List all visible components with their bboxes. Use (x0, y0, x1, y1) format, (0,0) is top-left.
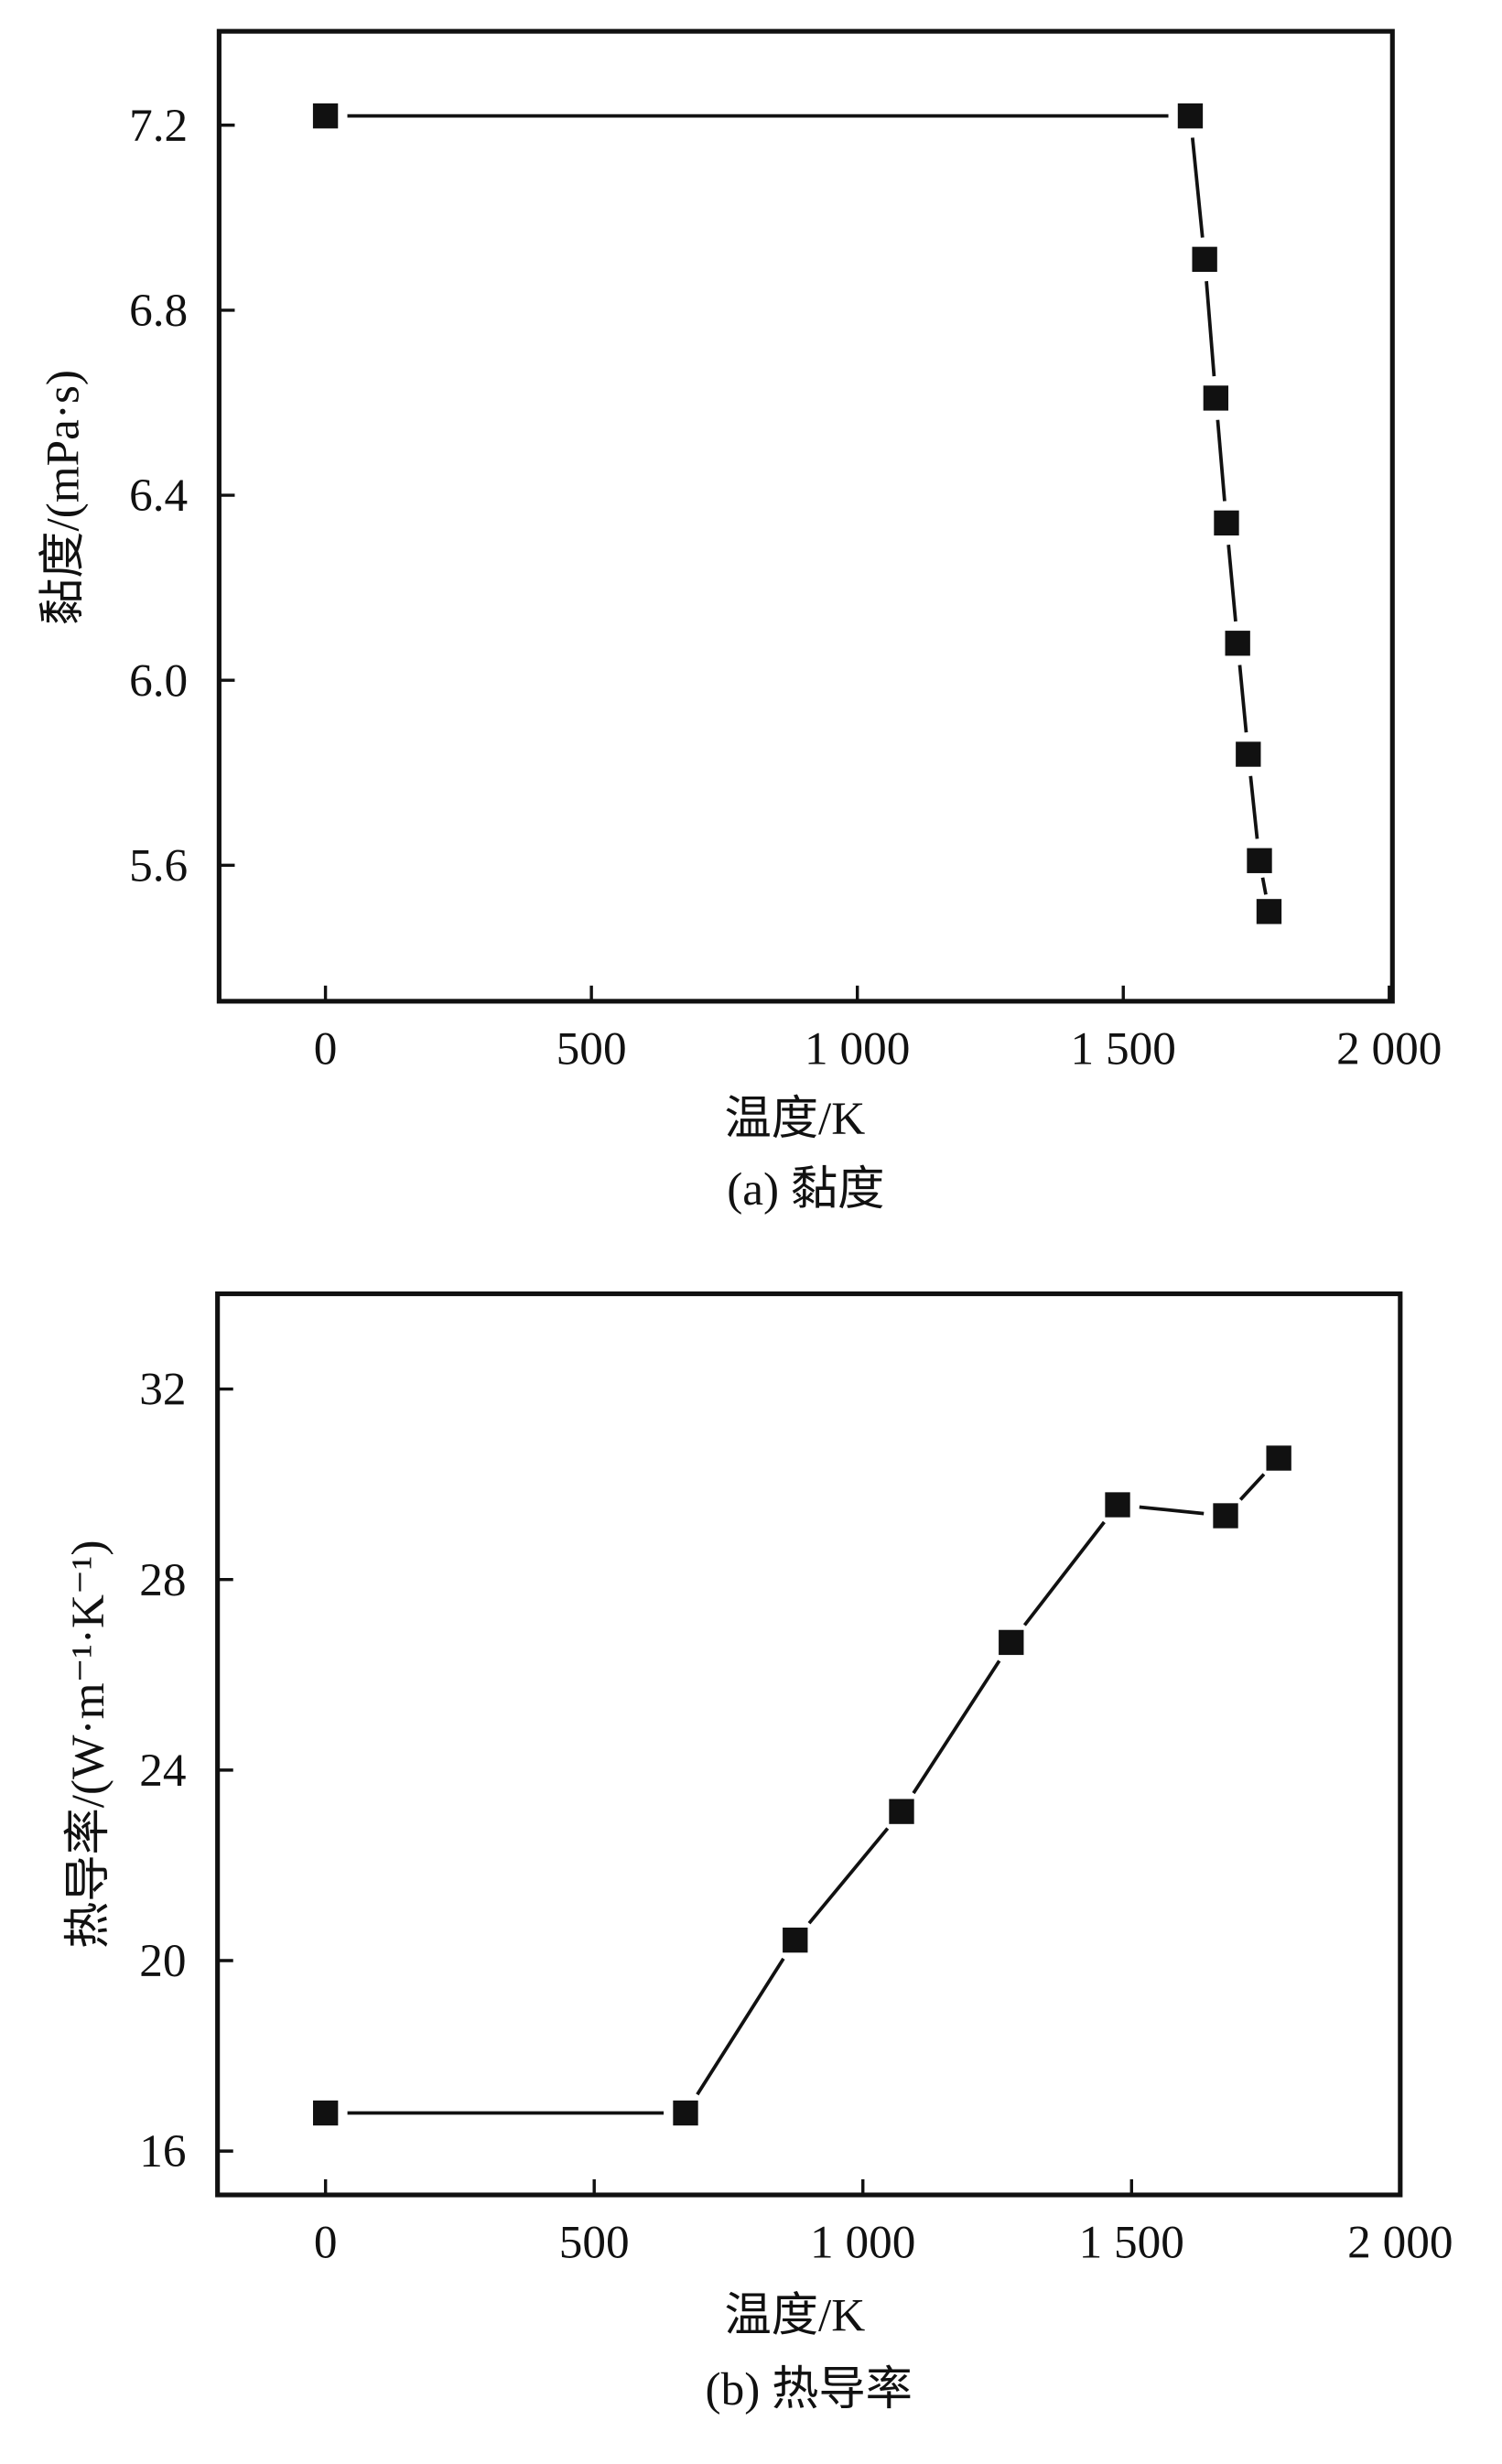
data-point-square (312, 103, 339, 129)
data-point-square (1214, 510, 1239, 536)
chart-caption: (b) 热导率 (706, 2363, 913, 2415)
series-segment (1238, 1473, 1266, 1501)
data-point-square (1203, 385, 1229, 411)
y-tick-label: 16 (139, 2125, 186, 2178)
series-segment (1226, 545, 1237, 622)
series-segment (912, 1659, 1001, 1795)
data-point-square (1266, 1445, 1291, 1471)
x-tick-label: 1 000 (805, 1022, 910, 1075)
y-tick-label: 24 (139, 1745, 186, 1797)
x-tick-label: 0 (314, 1022, 338, 1075)
data-point-square (312, 2100, 339, 2126)
data-point-square (673, 2100, 698, 2126)
series-segment (1260, 877, 1268, 895)
x-tick-label: 2 000 (1347, 2216, 1453, 2268)
series-segment (1237, 665, 1248, 733)
y-tick-label: 7.2 (129, 100, 188, 152)
series-segment (696, 1957, 785, 2096)
series-segment (1248, 775, 1259, 839)
x-tick-label: 1 000 (810, 2216, 915, 2268)
chart-caption: (a) 黏度 (727, 1163, 884, 1216)
x-tick-label: 500 (556, 1022, 627, 1075)
y-axis-title: 黏度/(mPa·s) (38, 370, 90, 625)
data-point-square (1256, 899, 1282, 924)
data-point-square (1236, 741, 1261, 767)
series-segment (1190, 137, 1205, 238)
data-point-square (1225, 631, 1250, 656)
data-point-square (1213, 1503, 1238, 1529)
plot-frame (215, 1291, 1403, 2198)
x-tick-label: 500 (559, 2216, 630, 2268)
x-tick-label: 1 500 (1071, 1022, 1176, 1075)
data-point-square (1192, 246, 1217, 272)
y-tick-label: 6.8 (129, 285, 188, 337)
data-point-square (1247, 848, 1272, 873)
y-tick-label: 5.6 (129, 839, 188, 892)
y-tick-label: 28 (139, 1554, 186, 1606)
y-axis-title: 热导率/(W·m⁻¹·K⁻¹) (62, 1540, 114, 1949)
y-tick-label: 6.0 (129, 654, 188, 707)
y-tick-label: 32 (139, 1364, 186, 1416)
data-point-square (1105, 1492, 1130, 1518)
series-segment (807, 1827, 890, 1925)
x-tick-label: 2 000 (1336, 1022, 1442, 1075)
plot-frame (216, 28, 1395, 1004)
x-axis-title: 温度/K (724, 1093, 865, 1145)
series-segment (1216, 419, 1226, 502)
series-segment (1139, 1505, 1205, 1516)
x-tick-label: 0 (314, 2216, 338, 2268)
series-segment (1205, 281, 1216, 377)
chart-thermal-conductivity: 0 500 1 000 1 500 2 000 16 20 24 28 32 温度/K 热导率/(… (62, 1291, 1453, 2415)
x-tick-label: 1 500 (1079, 2216, 1184, 2268)
series-segment (1022, 1520, 1106, 1626)
data-point-square (999, 1629, 1024, 1656)
data-point-square (783, 1927, 808, 1953)
y-tick-label: 20 (139, 1935, 186, 1987)
y-tick-label: 6.4 (129, 470, 188, 522)
data-point-square (889, 1799, 914, 1824)
data-point-square (1177, 103, 1204, 129)
x-axis-title: 温度/K (724, 2290, 865, 2342)
